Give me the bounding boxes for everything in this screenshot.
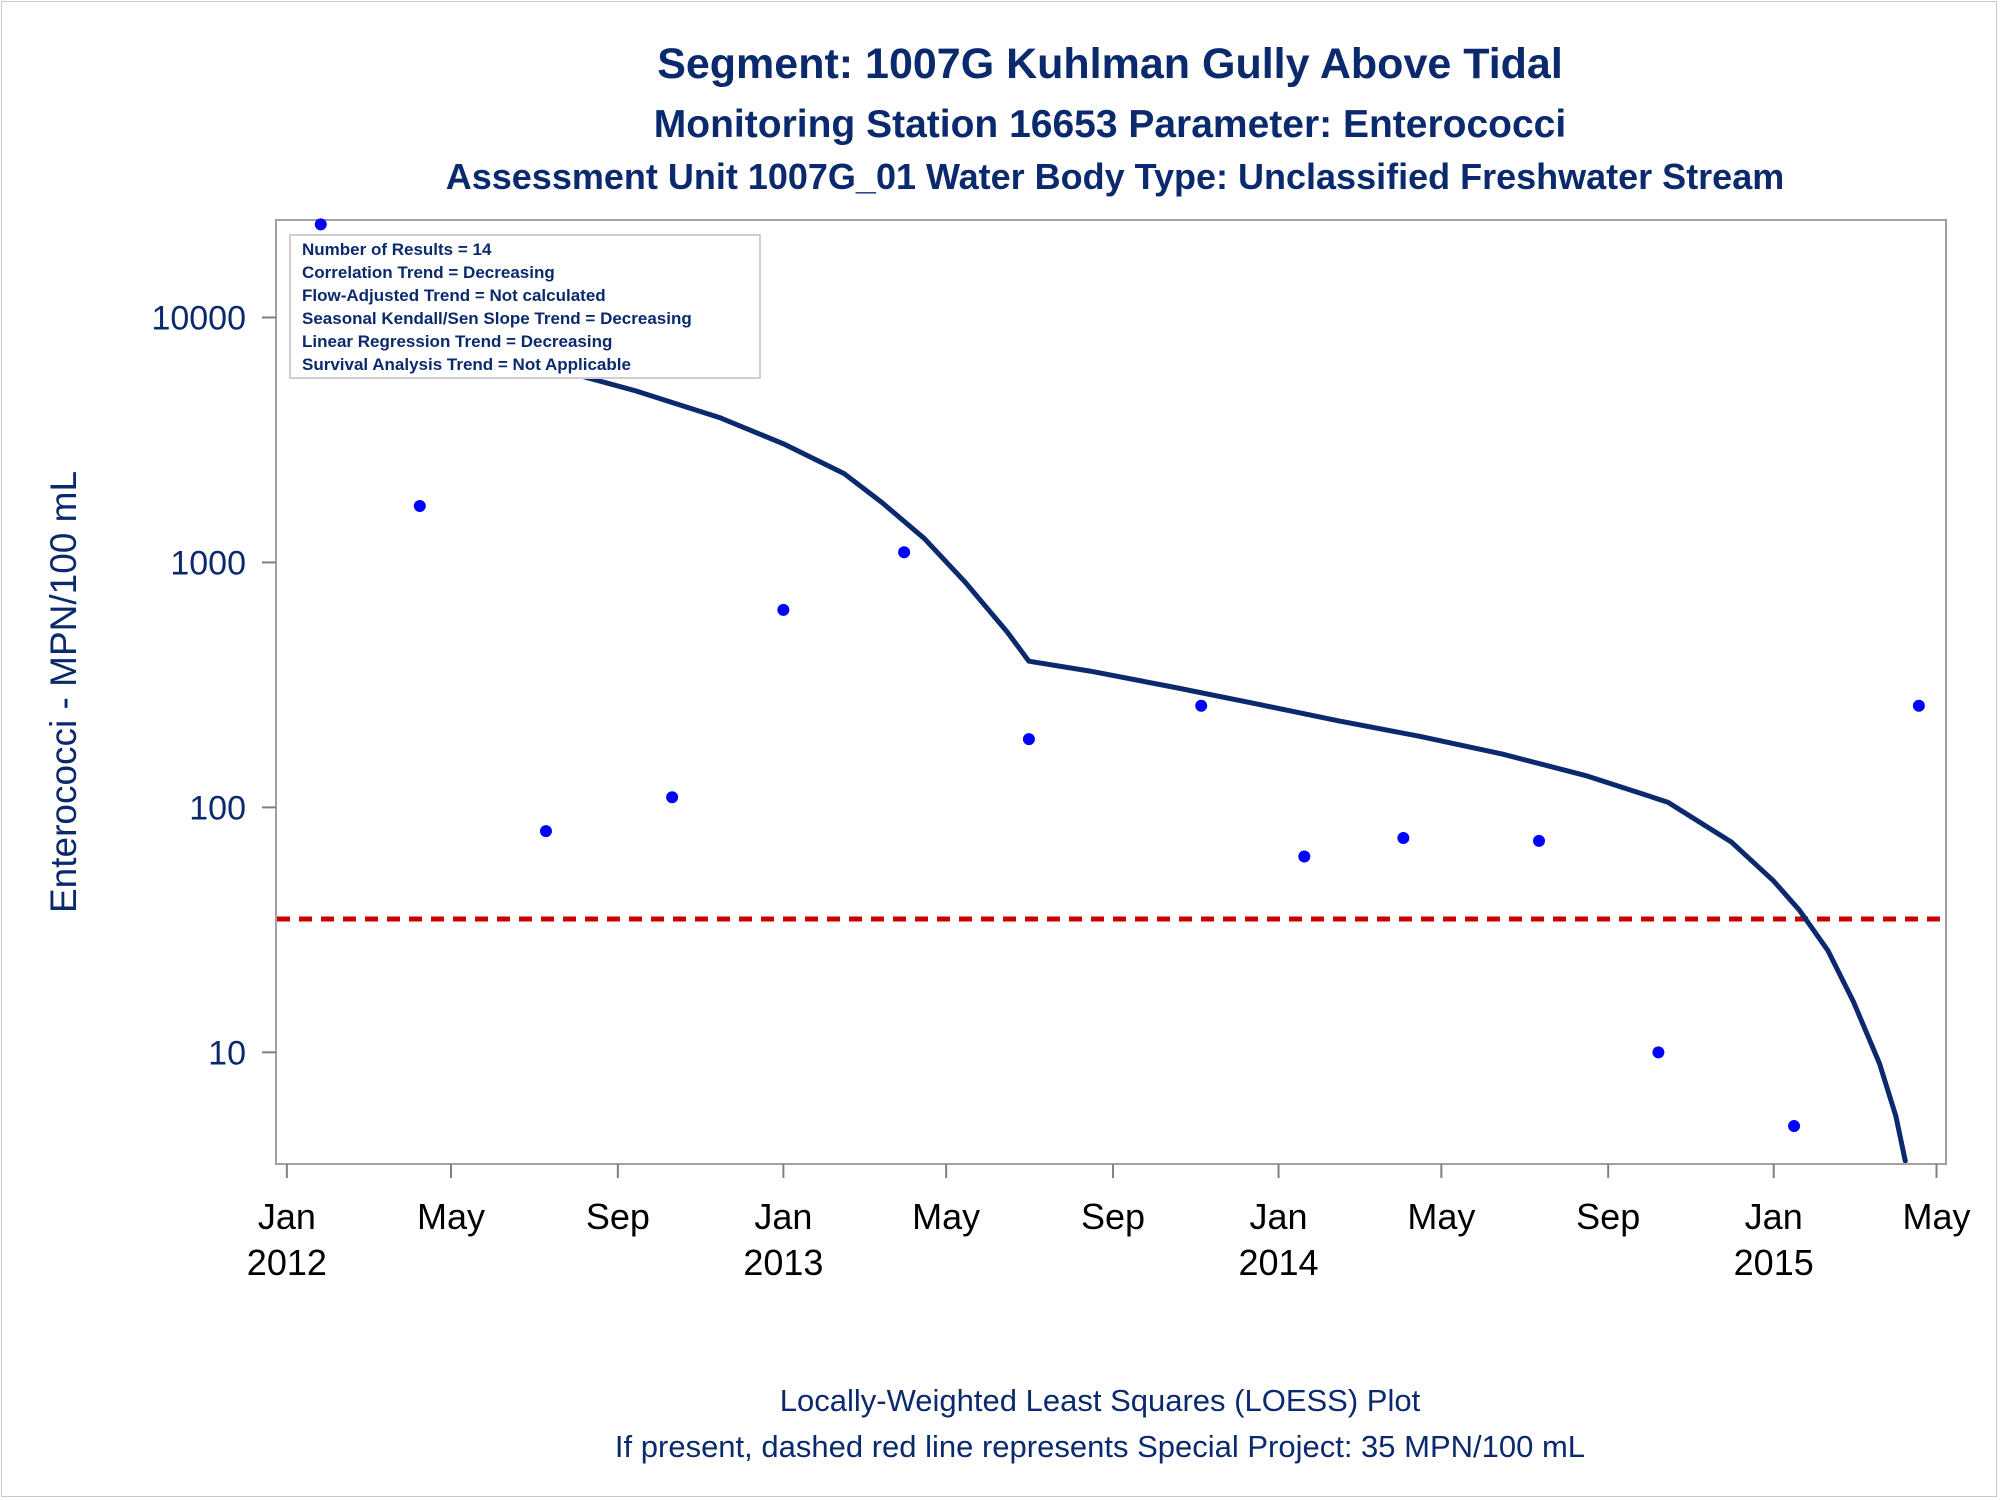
x-tick-label: Jan	[258, 1196, 316, 1237]
x-tick-label: Jan	[754, 1196, 812, 1237]
x-tick-label: Jan	[1745, 1196, 1803, 1237]
data-point	[777, 603, 790, 616]
y-tick-label: 10	[208, 1034, 246, 1072]
chart-title: Segment: 1007G Kuhlman Gully Above Tidal	[657, 40, 1563, 88]
chart-titles: Segment: 1007G Kuhlman Gully Above Tidal…	[446, 40, 1785, 197]
footnote-method: Locally-Weighted Least Squares (LOESS) P…	[780, 1383, 1421, 1418]
legend-line-survival: Survival Analysis Trend = Not Applicable	[302, 355, 631, 374]
x-tick-label: Sep	[586, 1196, 650, 1237]
data-point	[1298, 850, 1311, 863]
data-point	[1652, 1046, 1665, 1059]
y-tick-label: 10000	[151, 299, 246, 337]
x-tick-label: May	[417, 1196, 485, 1237]
data-point	[1195, 699, 1208, 712]
legend-line-linear-regression: Linear Regression Trend = Decreasing	[302, 332, 612, 351]
data-point	[1397, 831, 1410, 844]
x-tick-year-label: 2012	[247, 1242, 327, 1283]
legend-line-flow-adjusted: Flow-Adjusted Trend = Not calculated	[302, 286, 606, 305]
chart-subtitle-station: Monitoring Station 16653 Parameter: Ente…	[654, 103, 1566, 146]
y-tick-label: 100	[189, 789, 246, 827]
x-tick-label: Jan	[1250, 1196, 1308, 1237]
y-axis: 10 100 1000 10000	[151, 220, 277, 1164]
data-point	[1533, 834, 1546, 847]
x-tick-label: Sep	[1081, 1196, 1145, 1237]
data-point	[413, 499, 426, 512]
legend-line-results: Number of Results = 14	[302, 240, 492, 259]
footnotes: Locally-Weighted Least Squares (LOESS) P…	[615, 1383, 1585, 1464]
footnote-reference: If present, dashed red line represents S…	[615, 1429, 1585, 1464]
chart-subtitle-assessment: Assessment Unit 1007G_01 Water Body Type…	[446, 156, 1785, 197]
x-tick-label: May	[1407, 1196, 1475, 1237]
data-points-layer	[314, 218, 1925, 1133]
legend-line-seasonal-kendall: Seasonal Kendall/Sen Slope Trend = Decre…	[302, 309, 692, 328]
x-axis: Jan 2012 May Sep Jan 2013 May Sep Jan 2014 May Sep J…	[247, 1163, 1971, 1283]
legend-box: Number of Results = 14 Correlation Trend…	[289, 234, 761, 379]
y-tick-label: 1000	[170, 544, 246, 582]
data-point	[898, 546, 911, 559]
x-tick-label: Sep	[1576, 1196, 1640, 1237]
data-point	[1788, 1120, 1801, 1133]
loess-curve-layer	[318, 325, 1908, 1164]
data-point	[1022, 733, 1035, 746]
legend-border	[289, 234, 761, 379]
data-point	[1912, 699, 1925, 712]
x-tick-year-label: 2013	[743, 1242, 823, 1283]
data-point	[539, 825, 552, 838]
data-point	[666, 791, 679, 804]
loess-curve	[318, 325, 1908, 1164]
y-axis-title: Enterococci - MPN/100 mL	[43, 471, 84, 913]
legend-line-correlation: Correlation Trend = Decreasing	[302, 263, 555, 282]
x-tick-year-label: 2014	[1238, 1242, 1318, 1283]
x-tick-label: May	[912, 1196, 980, 1237]
x-tick-year-label: 2015	[1734, 1242, 1814, 1283]
data-point	[314, 218, 327, 231]
x-tick-label: May	[1902, 1196, 1970, 1237]
